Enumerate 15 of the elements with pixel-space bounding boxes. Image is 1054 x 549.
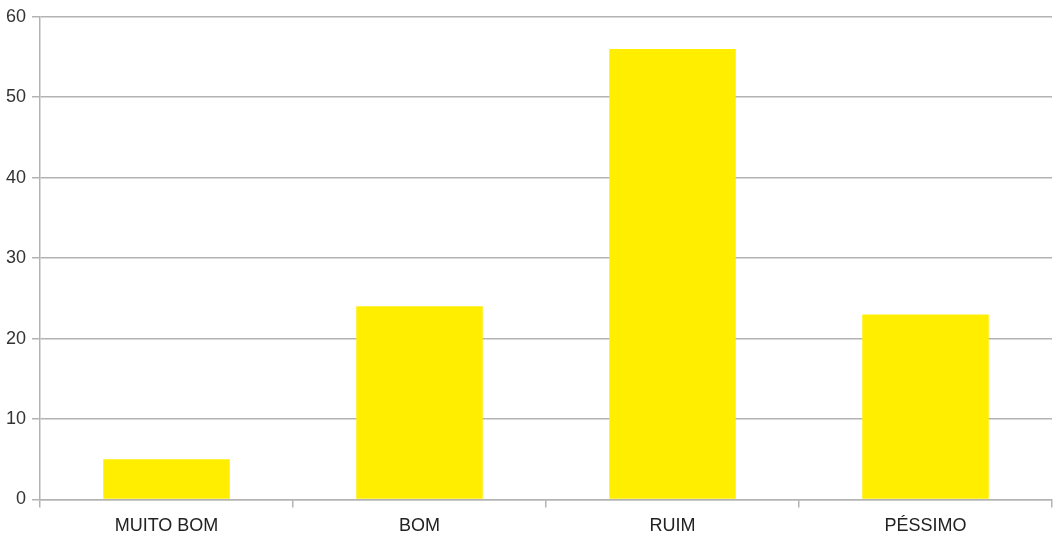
y-tick-label: 20	[5, 327, 27, 348]
y-tick-label: 30	[5, 247, 27, 268]
bar	[609, 48, 736, 499]
bar	[356, 306, 483, 499]
y-tick-label: 60	[5, 5, 27, 26]
y-tick-label: 0	[16, 488, 27, 509]
y-tick-label: 10	[5, 407, 27, 428]
y-tick-label: 50	[5, 86, 27, 107]
x-tick-label: BOM	[399, 515, 441, 536]
x-tick-label: MUITO BOM	[114, 515, 219, 536]
x-tick-label: PÉSSIMO	[884, 515, 967, 536]
bar	[103, 459, 230, 499]
x-tick-label: RUIM	[649, 515, 696, 536]
y-tick-label: 40	[5, 166, 27, 187]
bar	[862, 314, 989, 499]
